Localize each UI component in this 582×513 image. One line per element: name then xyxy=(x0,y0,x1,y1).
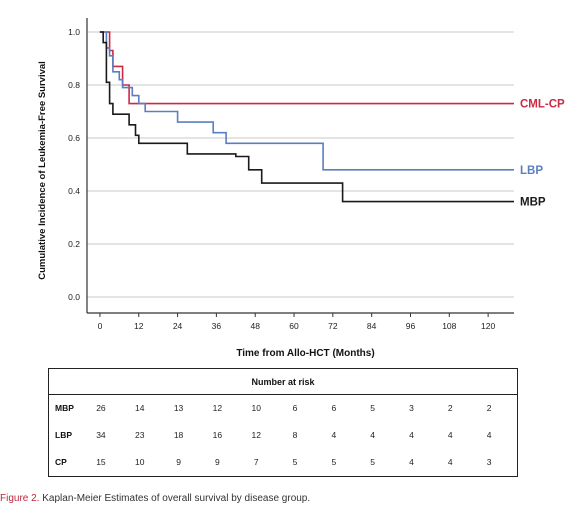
risk-cell: 9 xyxy=(215,457,220,467)
series-line-cml-cp xyxy=(99,31,514,105)
series-label-lbp: LBP xyxy=(520,165,543,177)
risk-cell: 15 xyxy=(96,457,106,467)
x-tick-label: 24 xyxy=(173,321,183,331)
x-axis-title: Time from Allo-HCT (Months) xyxy=(236,348,374,359)
risk-table: Number at risk MBP 26 14 13 12 10 6 6 5 3 2 2 LBP 34 2… xyxy=(48,368,518,477)
risk-cell: 13 xyxy=(173,403,184,413)
risk-cell: 5 xyxy=(370,457,376,467)
x-tick-label: 72 xyxy=(328,321,338,331)
x-tick-label: 60 xyxy=(289,321,299,331)
x-tick-label: 84 xyxy=(367,321,377,331)
risk-cell: 34 xyxy=(96,430,106,440)
risk-row-label: CP xyxy=(55,457,67,467)
figure-caption: Figure 2. Kaplan-Meier Estimates of over… xyxy=(0,493,310,504)
risk-cell: 12 xyxy=(251,430,261,440)
y-tick-label: 0.4 xyxy=(68,186,80,196)
risk-cell: 5 xyxy=(370,403,376,413)
x-tick-label: 96 xyxy=(406,321,416,331)
series-line-lbp xyxy=(99,31,514,171)
risk-cell: 6 xyxy=(331,403,337,413)
x-tick-label: 108 xyxy=(442,321,456,331)
x-tick-label: 0 xyxy=(98,321,103,331)
risk-cell: 16 xyxy=(212,430,223,440)
x-tick-label: 48 xyxy=(250,321,260,331)
series-line-mbp xyxy=(99,31,514,203)
risk-cell: 14 xyxy=(135,403,145,413)
risk-cell: 23 xyxy=(135,430,145,440)
x-tick-label: 36 xyxy=(212,321,222,331)
risk-cell: 5 xyxy=(331,457,337,467)
risk-cell: 8 xyxy=(292,430,298,440)
risk-cell: 3 xyxy=(409,403,414,413)
risk-cell: 4 xyxy=(370,430,376,440)
risk-cell: 26 xyxy=(96,403,106,413)
y-tick-label: 0.0 xyxy=(68,292,80,302)
risk-cell: 4 xyxy=(447,457,453,467)
risk-cell: 18 xyxy=(173,430,184,440)
risk-cell: 4 xyxy=(409,457,414,467)
risk-cell: 2 xyxy=(486,403,492,413)
risk-table-title: Number at risk xyxy=(49,369,517,395)
y-axis-title: Cumulative Incidence of Leukemia-Free Su… xyxy=(37,61,48,280)
y-tick-label: 1.0 xyxy=(68,27,80,37)
risk-cell: 10 xyxy=(251,403,261,413)
risk-cell: 4 xyxy=(331,430,337,440)
risk-cell: 10 xyxy=(135,457,145,467)
caption-text: Kaplan-Meier Estimates of overall surviv… xyxy=(42,493,311,504)
x-tick-label: 12 xyxy=(134,321,144,331)
risk-cell: 5 xyxy=(292,457,298,467)
risk-row-label: LBP xyxy=(55,430,72,440)
series-label-cml-cp: CML-CP xyxy=(520,99,565,111)
km-chart: 0.0 0.2 0.4 0.6 0.8 1.0 0 12 24 36 48 60 72 84 96 108 12… xyxy=(37,18,565,359)
risk-cell: 4 xyxy=(447,430,453,440)
risk-cell: 12 xyxy=(212,403,223,413)
y-tick-label: 0.2 xyxy=(68,239,80,249)
risk-cell: 4 xyxy=(486,430,492,440)
risk-row-label: MBP xyxy=(55,403,74,413)
y-tick-label: 0.6 xyxy=(68,133,80,143)
x-tick-label: 120 xyxy=(481,321,495,331)
risk-cell: 2 xyxy=(447,403,453,413)
caption-lead: Figure 2. xyxy=(0,493,40,504)
risk-cell: 4 xyxy=(409,430,414,440)
series-label-mbp: MBP xyxy=(520,197,546,209)
risk-cell: 6 xyxy=(292,403,298,413)
risk-cell: 9 xyxy=(176,457,181,467)
risk-cell: 3 xyxy=(486,457,492,467)
y-tick-label: 0.8 xyxy=(68,80,80,90)
risk-cell: 7 xyxy=(253,457,259,467)
